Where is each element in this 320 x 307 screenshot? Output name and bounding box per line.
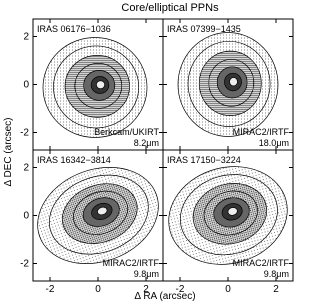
x-tick-label: 2 <box>273 284 279 295</box>
panel-name: IRAS 17150−3224 <box>167 155 241 165</box>
instrument: MIRAC2/IRTF <box>233 127 290 137</box>
x-tick-label: -2 <box>46 284 55 295</box>
x-tick-label: -2 <box>176 284 185 295</box>
instrument: MIRAC2/IRTF <box>103 258 160 268</box>
panel-name: IRAS 16342−3814 <box>37 155 111 165</box>
instrument: Berkcam/UKIRT <box>94 127 159 137</box>
contour-image <box>42 37 148 138</box>
y-tick-label: -2 <box>20 259 29 270</box>
y-tick-label: 0 <box>23 211 29 222</box>
panel-name: IRAS 06176−1036 <box>37 24 111 34</box>
contour <box>97 206 108 216</box>
x-tick-label: 2 <box>143 284 149 295</box>
y-tick-label: 2 <box>23 32 29 43</box>
contour <box>229 77 238 87</box>
figure: Core/elliptical PPNs Δ RA (arcsec) Δ DEC… <box>3 2 294 302</box>
wavelength: 9.8μm <box>134 269 159 279</box>
y-tick-label: -2 <box>20 128 29 139</box>
contour <box>227 207 238 216</box>
y-tick-label: 0 <box>23 80 29 91</box>
wavelength: 9.8μm <box>264 269 289 279</box>
wavelength: 8.2μm <box>134 138 159 148</box>
x-tick-label: 0 <box>225 284 231 295</box>
x-axis-label: Δ RA (arcsec) <box>134 291 195 302</box>
instrument: MIRAC2/IRTF <box>233 258 290 268</box>
x-tick-label: 0 <box>95 284 101 295</box>
panel-name: IRAS 07399−1435 <box>167 24 241 34</box>
y-tick-label: 2 <box>23 163 29 174</box>
contour-image <box>177 32 279 137</box>
y-axis-label: Δ DEC (arcsec) <box>3 118 14 187</box>
contour-image <box>37 167 159 264</box>
contour <box>96 80 106 90</box>
contour-image <box>168 166 288 265</box>
figure-title: Core/elliptical PPNs <box>121 2 219 14</box>
wavelength: 18.0μm <box>259 138 289 148</box>
